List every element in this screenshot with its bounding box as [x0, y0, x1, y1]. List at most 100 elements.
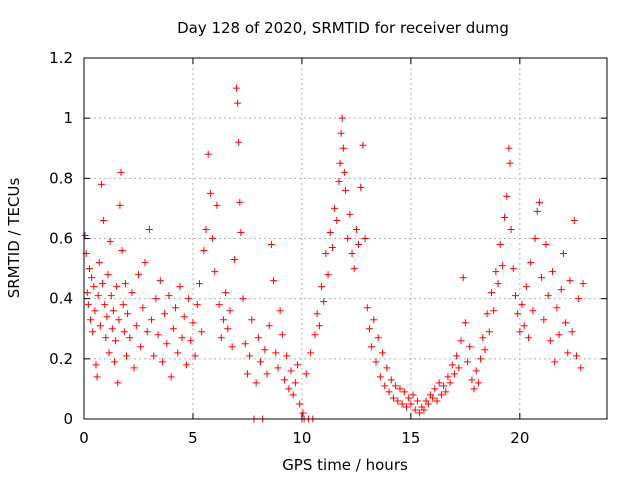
- data-point: [117, 168, 125, 176]
- data-point: [370, 316, 378, 324]
- data-point: [211, 268, 219, 276]
- data-point: [424, 400, 432, 408]
- data-point: [488, 289, 496, 297]
- data-point: [553, 304, 561, 312]
- data-point: [180, 313, 188, 321]
- data-point: [141, 259, 149, 267]
- data-point: [549, 268, 557, 276]
- data-point: [90, 283, 98, 291]
- data-point: [219, 316, 227, 324]
- data-point: [158, 358, 166, 366]
- data-point: [501, 213, 509, 221]
- data-point: [498, 262, 506, 270]
- data-point: [505, 144, 513, 152]
- data-point: [328, 244, 336, 252]
- data-point: [176, 283, 184, 291]
- data-point: [459, 274, 467, 282]
- data-point: [95, 259, 103, 267]
- data-point: [379, 349, 387, 357]
- data-point: [169, 325, 177, 333]
- data-point: [483, 310, 491, 318]
- data-point: [116, 201, 124, 209]
- data-point: [492, 268, 500, 276]
- data-point: [368, 343, 376, 351]
- data-point: [496, 241, 504, 249]
- data-point: [85, 265, 93, 273]
- data-point: [122, 352, 130, 360]
- data-point: [479, 334, 487, 342]
- data-point: [296, 400, 304, 408]
- data-point: [109, 307, 117, 315]
- data-point: [464, 358, 472, 366]
- data-point: [468, 376, 476, 384]
- x-tick-label: 5: [188, 429, 198, 447]
- data-point: [400, 388, 408, 396]
- data-point: [121, 280, 129, 288]
- data-point: [570, 216, 578, 224]
- data-point: [433, 397, 441, 405]
- data-point: [538, 274, 546, 282]
- data-point: [389, 394, 397, 402]
- data-point: [270, 277, 278, 285]
- y-tick-label: 0.8: [49, 169, 73, 187]
- data-point: [257, 358, 265, 366]
- data-point: [100, 216, 108, 224]
- data-point: [139, 304, 147, 312]
- data-point: [182, 361, 190, 369]
- data-point: [311, 331, 319, 339]
- data-point: [294, 361, 302, 369]
- data-point: [420, 406, 428, 414]
- data-point: [474, 379, 482, 387]
- data-point: [470, 385, 478, 393]
- data-point: [107, 292, 115, 300]
- data-point: [339, 144, 347, 152]
- data-point: [365, 325, 373, 333]
- data-point: [520, 322, 528, 330]
- data-point: [579, 280, 587, 288]
- data-point: [154, 331, 162, 339]
- data-point: [217, 334, 225, 342]
- data-point: [535, 198, 543, 206]
- data-point: [546, 337, 554, 345]
- data-point: [307, 349, 315, 357]
- data-point: [411, 406, 419, 414]
- data-point: [163, 340, 171, 348]
- data-point: [261, 346, 269, 354]
- data-point: [506, 159, 514, 167]
- data-point: [84, 301, 92, 309]
- data-point: [318, 283, 326, 291]
- data-point: [285, 385, 293, 393]
- data-point: [165, 292, 173, 300]
- data-point: [222, 289, 230, 297]
- data-point: [407, 400, 415, 408]
- data-point: [457, 337, 465, 345]
- data-point: [96, 322, 104, 330]
- grid-lines: [84, 58, 607, 419]
- data-point: [481, 346, 489, 354]
- data-point: [228, 343, 236, 351]
- data-point: [215, 301, 223, 309]
- y-tick-label: 0.2: [49, 350, 73, 368]
- data-point: [91, 307, 99, 315]
- data-point: [472, 367, 480, 375]
- data-point: [280, 376, 288, 384]
- data-point: [337, 129, 345, 137]
- data-point: [254, 334, 262, 342]
- data-point: [518, 301, 526, 309]
- data-point: [241, 340, 249, 348]
- data-point: [239, 295, 247, 303]
- data-point: [224, 325, 232, 333]
- data-point: [359, 141, 367, 149]
- data-point: [542, 241, 550, 249]
- data-point: [189, 319, 197, 327]
- data-point: [156, 277, 164, 285]
- data-point: [246, 352, 254, 360]
- data-point: [83, 289, 91, 297]
- data-point: [335, 177, 343, 185]
- data-point: [234, 99, 242, 107]
- data-point: [195, 280, 203, 288]
- data-point: [357, 183, 365, 191]
- data-point: [494, 280, 502, 288]
- data-point: [394, 397, 402, 405]
- data-point: [446, 379, 454, 387]
